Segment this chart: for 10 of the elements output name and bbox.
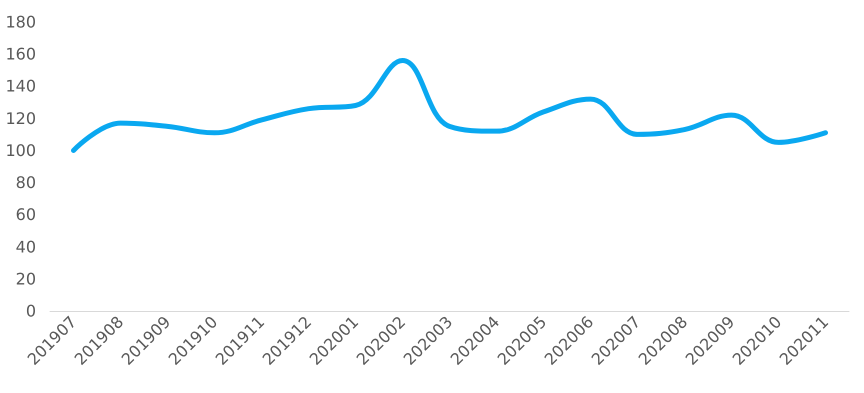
- y-tick-label: 140: [5, 76, 36, 96]
- y-tick-label: 0: [26, 302, 36, 320]
- y-tick-label: 40: [16, 237, 36, 256]
- y-tick-label: 180: [5, 12, 36, 32]
- y-tick-label: 120: [5, 108, 36, 128]
- y-tick-label: 20: [16, 269, 36, 288]
- y-tick-label: 160: [5, 44, 36, 64]
- y-tick-label: 60: [16, 205, 36, 224]
- y-tick-label: 80: [16, 173, 36, 192]
- y-tick-label: 100: [5, 140, 36, 160]
